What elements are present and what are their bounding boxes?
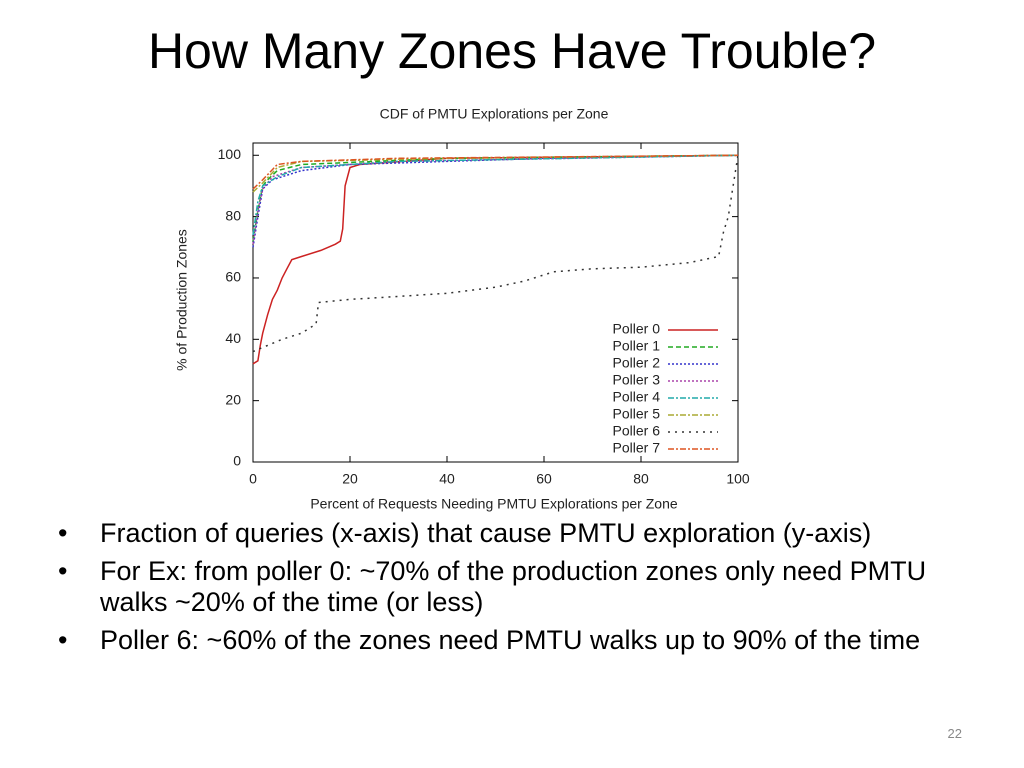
legend-label: Poller 4 [613, 389, 661, 405]
series-line [252, 154, 739, 245]
series-line [252, 154, 739, 365]
y-tick-label: 20 [225, 391, 241, 407]
x-tick-label: 40 [439, 471, 455, 487]
legend-label: Poller 1 [613, 338, 661, 354]
legend-label: Poller 3 [613, 372, 661, 388]
y-tick-label: 0 [233, 453, 241, 469]
chart: CDF of PMTU Explorations per Zone Percen… [174, 106, 750, 512]
bullet-list: Fraction of queries (x-axis) that cause … [58, 518, 958, 663]
y-axis-label: % of Production Zones [174, 229, 190, 371]
series-line [252, 154, 739, 236]
x-tick-label: 80 [633, 471, 649, 487]
legend-label: Poller 6 [613, 423, 661, 439]
bullet: Poller 6: ~60% of the zones need PMTU wa… [58, 625, 958, 656]
legend-label: Poller 2 [613, 355, 661, 371]
plot-frame [252, 142, 739, 463]
x-axis-label: Percent of Requests Needing PMTU Explora… [310, 496, 678, 512]
y-tick-label: 40 [225, 330, 241, 346]
y-tick-label: 80 [225, 207, 241, 223]
bullet: Fraction of queries (x-axis) that cause … [58, 518, 958, 549]
legend-label: Poller 7 [613, 440, 661, 456]
legend-label: Poller 0 [613, 321, 661, 337]
series-line [252, 155, 739, 353]
series-line [252, 154, 739, 248]
series-line [252, 154, 739, 242]
series-line [252, 154, 739, 190]
x-tick-label: 20 [342, 471, 358, 487]
legend-label: Poller 5 [613, 406, 661, 422]
x-tick-label: 0 [249, 471, 257, 487]
bullet: For Ex: from poller 0: ~70% of the produ… [58, 556, 958, 618]
page-number: 22 [947, 726, 962, 741]
x-tick-label: 60 [536, 471, 552, 487]
x-tick-label: 100 [726, 471, 750, 487]
y-tick-label: 60 [225, 269, 241, 285]
y-tick-label: 100 [218, 146, 242, 162]
series-line [252, 154, 739, 193]
slide-title: How Many Zones Have Trouble? [147, 23, 877, 79]
chart-title: CDF of PMTU Explorations per Zone [380, 106, 609, 122]
